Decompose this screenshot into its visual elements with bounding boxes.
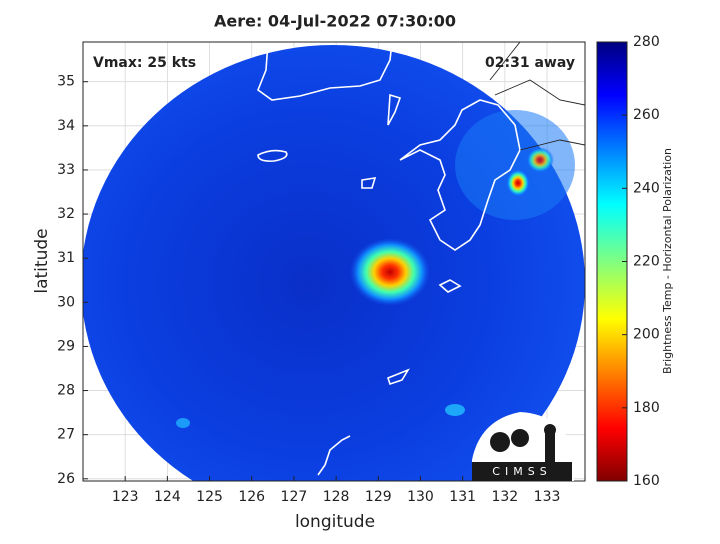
chart-title: Aere: 04-Jul-2022 07:30:00 [214,12,456,31]
y-tick-label: 28 [57,383,75,399]
x-tick-label: 132 [491,489,518,505]
y-tick-label: 29 [57,338,75,354]
warm-region [455,110,575,220]
y-axis-label: latitude [32,228,52,293]
coastline [489,42,585,151]
colorbar-tick-label: 160 [633,473,660,489]
y-tick-label: 26 [57,471,75,487]
y-tick-label: 30 [57,294,75,310]
colorbar-tick-label: 180 [633,400,660,416]
y-tick-label: 33 [57,162,75,178]
coastline [399,99,521,251]
convection-spot [526,147,554,173]
x-tick-label: 124 [154,489,181,505]
colorbar-label: Brightness Temp - Horizontal Polarizatio… [661,148,674,374]
annotation: 02:31 away [485,55,575,71]
x-tick-label: 126 [238,489,265,505]
colorbar-tick-label: 220 [633,254,660,270]
x-tick-label: 123 [112,489,139,505]
colorbar-tick-label: 200 [633,327,660,343]
y-tick-label: 35 [57,74,75,90]
x-tick-label: 127 [281,489,308,505]
y-tick-label: 32 [57,206,75,222]
x-tick-label: 133 [534,489,561,505]
x-axis-label: longitude [295,512,375,532]
logo-icon [545,432,555,462]
logo-icon [511,429,529,447]
coastline [317,435,351,476]
colorbar-tick-label: 240 [633,180,660,196]
axes-frame [82,41,586,482]
coastline [438,279,462,293]
coastline [361,177,377,189]
annotation: Vmax: 25 kts [93,55,196,71]
y-tick-label: 27 [57,427,75,443]
x-tick-label: 131 [449,489,476,505]
colorbar-tick-label: 260 [633,107,660,123]
x-tick-label: 128 [323,489,350,505]
x-tick-label: 129 [365,489,392,505]
coastline [257,149,288,162]
y-tick-label: 31 [57,250,75,266]
convection-core [350,238,430,306]
convection-spot [506,169,530,197]
x-tick-label: 125 [196,489,223,505]
warm-spot [445,404,465,416]
warm-spot [176,418,190,428]
x-tick-label: 130 [407,489,434,505]
logo-icon [544,424,556,436]
y-tick-label: 34 [57,118,75,134]
logo-text: CIMSS [492,465,551,478]
colorbar-tick-label: 280 [633,34,660,50]
map-layer [83,42,585,481]
coastline [387,93,402,126]
coastline [257,42,393,101]
logo-icon [490,432,510,452]
coastline [387,368,410,386]
